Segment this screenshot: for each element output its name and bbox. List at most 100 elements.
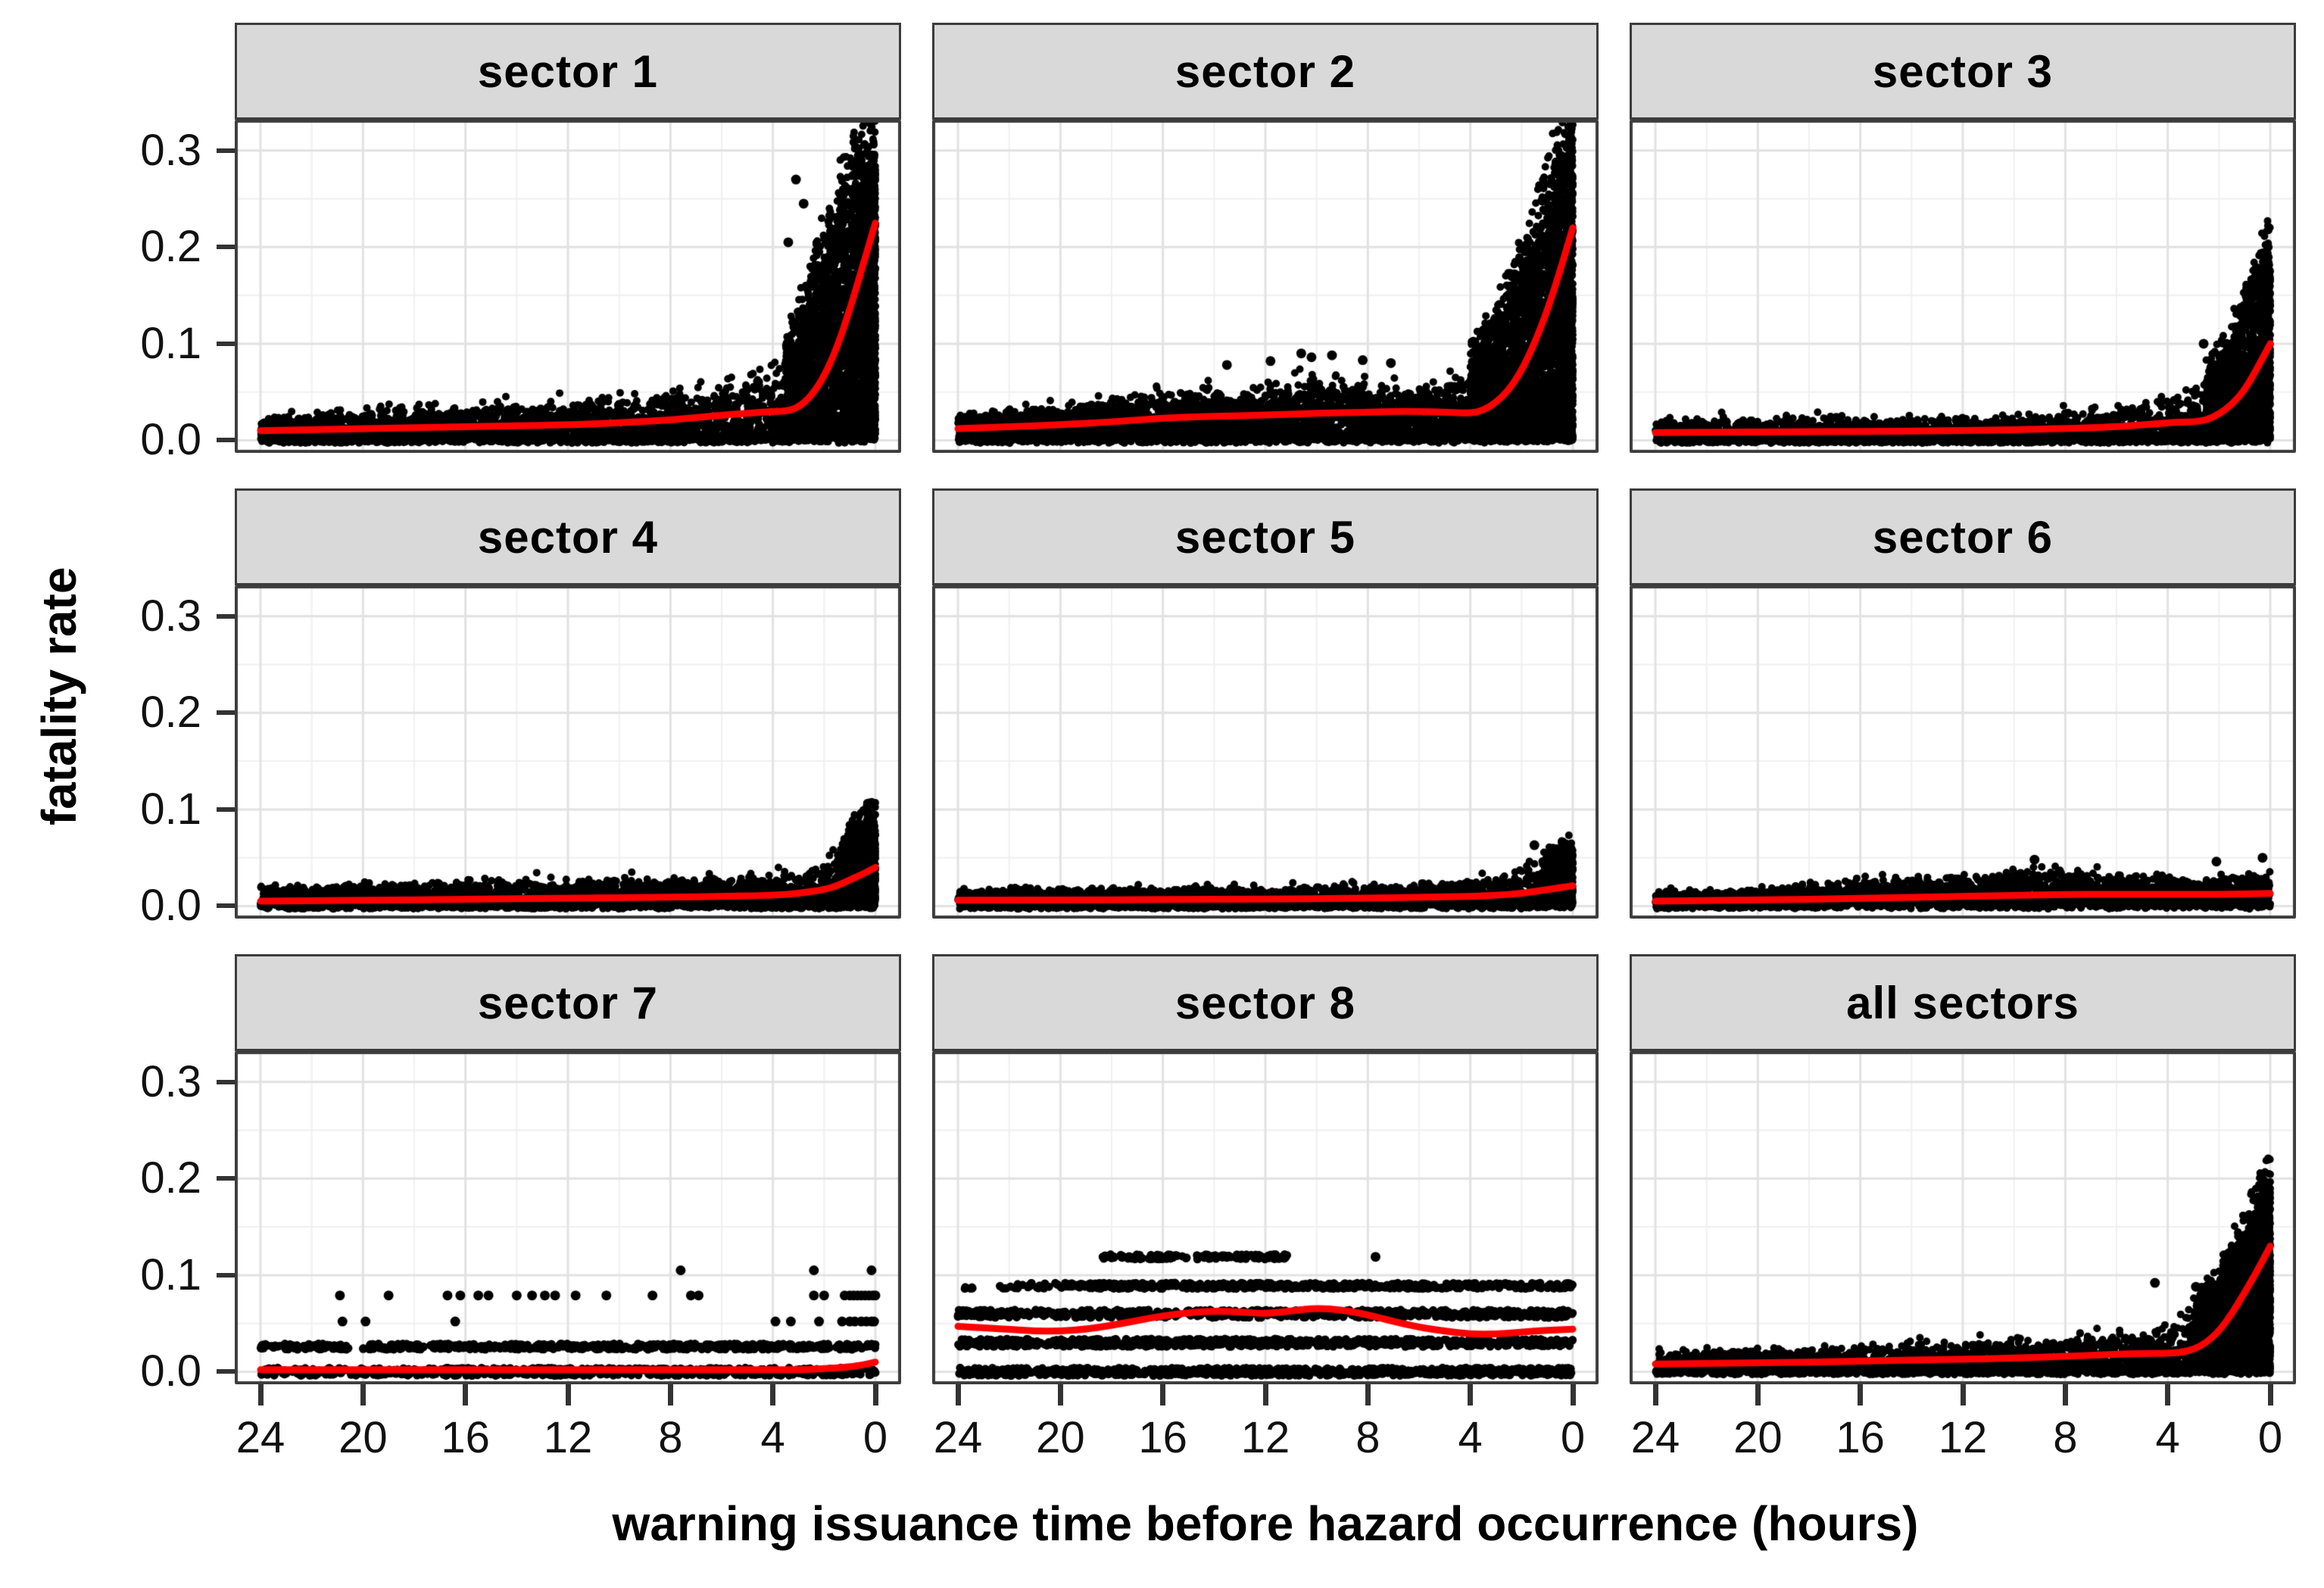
facet-panel: sector 1 (235, 23, 901, 453)
scatter-plot-canvas (932, 120, 1599, 453)
y-axis-tick-label: 0.0 (140, 1346, 201, 1396)
scatter-plot-canvas (235, 120, 901, 453)
facet-strip-label: all sectors (1846, 977, 2079, 1028)
y-axis-tick (217, 1272, 235, 1278)
x-axis-tick-label: 4 (760, 1413, 785, 1462)
y-axis-tick-label: 0.3 (140, 1056, 201, 1106)
facet-strip: sector 7 (235, 954, 901, 1051)
y-axis-tick (217, 903, 235, 909)
x-axis-tick-label: 20 (338, 1413, 388, 1462)
x-axis-tick (565, 1384, 571, 1405)
y-axis-tick-label: 0.2 (140, 688, 201, 738)
y-axis-tick (217, 245, 235, 250)
x-axis-tick-label: 12 (543, 1413, 593, 1462)
x-axis-tick-label: 0 (2257, 1413, 2283, 1462)
facet-panel: sector 4 (235, 488, 901, 919)
y-axis-tick (217, 1369, 235, 1374)
facet-panel: sector 5 (932, 488, 1599, 919)
facet-strip: sector 2 (932, 23, 1599, 120)
x-axis-tick-label: 20 (1036, 1413, 1085, 1462)
facet-panel: sector 7 (235, 954, 901, 1384)
scatter-plot-canvas (1630, 585, 2296, 919)
y-axis-tick-label: 0.1 (140, 1249, 201, 1299)
x-axis-title: warning issuance time before hazard occu… (612, 1496, 1919, 1551)
facet-panel: sector 2 (932, 23, 1599, 453)
x-axis-tick-label: 16 (441, 1413, 490, 1462)
x-axis-tick-label: 24 (1630, 1413, 1680, 1462)
y-axis-tick (217, 148, 235, 153)
facet-strip-label: sector 6 (1872, 511, 2054, 563)
y-axis-tick (217, 1176, 235, 1181)
y-axis-tick-label: 0.3 (140, 125, 201, 175)
y-axis-tick (217, 1079, 235, 1084)
x-axis-tick (463, 1384, 469, 1405)
x-axis-tick-label: 4 (2155, 1413, 2180, 1462)
facet-strip: sector 8 (932, 954, 1599, 1051)
y-axis-tick (217, 710, 235, 716)
facet-panel: sector 3 (1630, 23, 2296, 453)
x-axis-tick (770, 1384, 776, 1405)
x-axis-tick (360, 1384, 366, 1405)
x-axis-tick-label: 0 (863, 1413, 888, 1462)
x-axis-tick-label: 12 (1240, 1413, 1290, 1462)
facet-panel: all sectors (1630, 954, 2296, 1384)
scatter-plot-canvas (235, 1051, 901, 1384)
y-axis-tick-label: 0.0 (140, 415, 201, 465)
y-axis-tick-label: 0.1 (140, 784, 201, 834)
x-axis-tick (1858, 1384, 1864, 1405)
x-axis-tick (1468, 1384, 1474, 1405)
x-axis-tick-label: 20 (1733, 1413, 1783, 1462)
facet-strip-label: sector 5 (1174, 511, 1356, 563)
y-axis-tick (217, 806, 235, 812)
x-axis-tick (1057, 1384, 1063, 1405)
facet-strip-label: sector 1 (477, 45, 659, 97)
facet-strip-label: sector 2 (1174, 45, 1356, 97)
y-axis-tick-label: 0.1 (140, 318, 201, 368)
x-axis-tick (1570, 1384, 1576, 1405)
x-axis-tick (1652, 1384, 1658, 1405)
facet-strip-label: sector 3 (1872, 45, 2054, 97)
y-axis-tick (217, 341, 235, 346)
y-axis-tick-label: 0.2 (140, 222, 201, 272)
x-axis-tick-label: 16 (1138, 1413, 1187, 1462)
scatter-plot-canvas (235, 585, 901, 919)
facet-panel: sector 6 (1630, 488, 2296, 919)
x-axis-tick (1960, 1384, 1966, 1405)
scatter-plot-canvas (1630, 120, 2296, 453)
facet-strip: sector 1 (235, 23, 901, 120)
x-axis-tick (2267, 1384, 2273, 1405)
facet-strip-label: sector 8 (1174, 977, 1356, 1028)
x-axis-tick-label: 8 (658, 1413, 683, 1462)
x-axis-tick-label: 24 (933, 1413, 983, 1462)
facet-strip-label: sector 4 (477, 511, 659, 563)
x-axis-tick-label: 24 (236, 1413, 285, 1462)
facet-strip: sector 6 (1630, 488, 2296, 585)
x-axis-tick (667, 1384, 673, 1405)
x-axis-tick-label: 12 (1938, 1413, 1988, 1462)
scatter-plot-canvas (1630, 1051, 2296, 1384)
facet-panel: sector 8 (932, 954, 1599, 1384)
x-axis-tick-label: 4 (1458, 1413, 1483, 1462)
y-axis-tick-label: 0.2 (140, 1153, 201, 1203)
x-axis-tick (257, 1384, 264, 1405)
x-axis-tick (1262, 1384, 1268, 1405)
x-axis-tick-label: 16 (1836, 1413, 1885, 1462)
x-axis-tick-label: 8 (2053, 1413, 2078, 1462)
facet-strip: all sectors (1630, 954, 2296, 1051)
scatter-plot-canvas (932, 1051, 1599, 1384)
x-axis-tick (1365, 1384, 1371, 1405)
y-axis-tick-label: 0.0 (140, 881, 201, 931)
x-axis-tick (2062, 1384, 2068, 1405)
x-axis-tick (1160, 1384, 1166, 1405)
x-axis-tick (872, 1384, 878, 1405)
y-axis-tick (217, 613, 235, 619)
x-axis-tick-label: 8 (1355, 1413, 1380, 1462)
x-axis-tick (955, 1384, 961, 1405)
facet-strip: sector 3 (1630, 23, 2296, 120)
y-axis-tick-label: 0.3 (140, 591, 201, 641)
x-axis-tick (1755, 1384, 1761, 1405)
x-axis-tick (2165, 1384, 2171, 1405)
facet-strip-label: sector 7 (477, 977, 659, 1028)
x-axis-tick-label: 0 (1560, 1413, 1586, 1462)
